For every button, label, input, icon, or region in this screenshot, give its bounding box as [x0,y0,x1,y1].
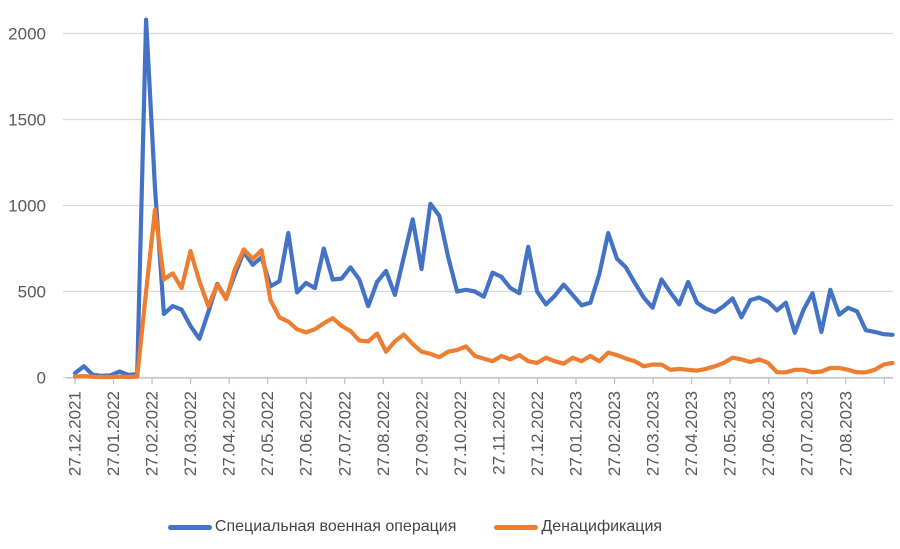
legend-swatch-denazification-icon [494,524,539,530]
plot-area: 0 500 1000 1500 2000 27.12.2021 27.01.2022 27.0… [8,17,895,476]
y-axis-label: 500 [18,283,46,302]
legend-item-denazification: Денацификация [494,518,662,536]
series-line-svo [72,17,895,378]
y-axis-label: 2000 [8,25,46,44]
x-axis-label: 27.05.2023 [721,391,740,476]
x-axis-label: 27.11.2022 [489,391,508,475]
x-axis-label: 27.01.2022 [104,391,123,476]
x-axis-label: 27.05.2022 [258,391,277,476]
x-axis-label: 27.04.2023 [682,391,701,476]
y-axis-label: 1000 [8,197,46,216]
x-axis-label: 27.03.2022 [181,391,200,476]
x-axis-label: 27.02.2022 [143,391,162,476]
x-axis-label: 27.03.2023 [644,391,663,476]
series-line-denazification [72,207,895,380]
x-axis-label: 27.10.2022 [451,391,470,476]
x-axis-label: 27.07.2022 [335,391,354,476]
x-axis-label: 27.12.2022 [528,391,547,476]
x-axis-label: 27.06.2022 [297,391,316,476]
legend-item-svo: Специальная военная операция [167,518,457,536]
x-axis-label: 27.04.2022 [220,391,239,476]
legend-swatch-svo-icon [167,524,212,530]
legend-label-svo: Специальная военная операция [214,518,457,535]
legend-label-denazification: Денацификация [541,518,663,535]
x-axis-label: 27.08.2022 [374,391,393,476]
x-axis-label: 27.06.2023 [759,391,778,476]
x-axis-label: 27.08.2023 [836,391,855,476]
y-axis-label: 0 [37,369,46,388]
legend: Специальная военная операция Денацификац… [0,505,865,549]
x-axis-label: 27.09.2022 [412,391,431,476]
x-axis-label: 27.02.2023 [605,391,624,476]
x-axis-label: 27.12.2021 [66,391,85,476]
y-axis-label: 1500 [8,111,46,130]
x-axis-label: 27.01.2023 [566,391,585,476]
x-axis-label: 27.07.2023 [798,391,817,476]
